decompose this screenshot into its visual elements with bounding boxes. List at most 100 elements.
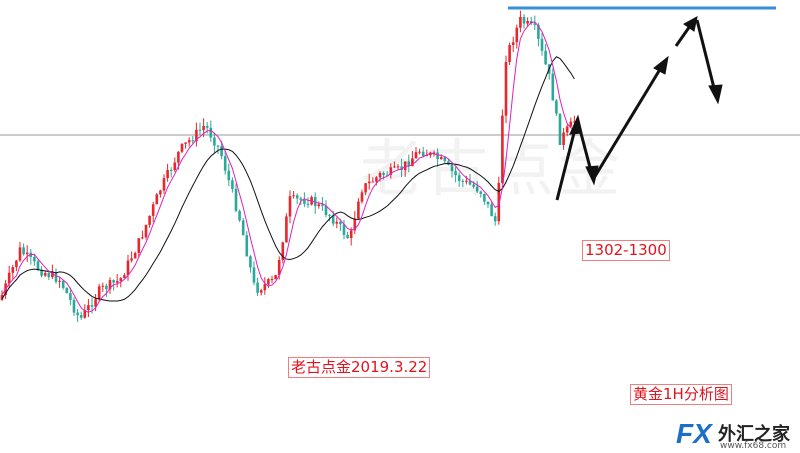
candle-body: [159, 190, 162, 195]
candle-body: [573, 121, 576, 123]
candle-body: [511, 42, 515, 46]
candle-body: [155, 194, 159, 205]
candle-body: [565, 126, 569, 133]
candle-body: [281, 242, 285, 261]
candle-body: [382, 173, 385, 175]
candle-body: [486, 201, 490, 205]
candle-body: [526, 20, 529, 24]
candle-body: [105, 285, 108, 290]
candle-body: [457, 175, 461, 181]
candle-body: [501, 115, 504, 184]
candle-body: [123, 275, 126, 279]
candle-body: [328, 214, 331, 216]
candle-body: [385, 174, 389, 176]
candle-body: [58, 280, 61, 282]
watermark: 老古点金: [360, 132, 625, 205]
candle-body: [490, 204, 493, 217]
candle-body: [555, 100, 558, 114]
candle-body: [472, 184, 475, 187]
candle-body: [349, 230, 353, 239]
moving-average-slow: [1, 56, 575, 302]
forecast-arrows: [555, 16, 723, 201]
candle-body: [436, 152, 439, 160]
candle-body: [166, 169, 169, 179]
author-date: 老古点金2019.3.22: [288, 357, 431, 378]
candle-body: [216, 145, 220, 147]
moving-average-fast: [1, 21, 575, 313]
candle-body: [148, 215, 151, 225]
candle-body: [414, 152, 418, 159]
candle-body: [61, 280, 65, 288]
candle-body: [403, 161, 407, 171]
candle-body: [94, 299, 97, 307]
candle-body: [144, 224, 148, 238]
candle-body: [450, 164, 454, 172]
candle-body: [519, 16, 522, 28]
candle-body: [324, 205, 328, 215]
candle-body: [522, 16, 526, 24]
candle-body: [198, 129, 202, 131]
candle-body: [569, 121, 573, 127]
candle-body: [562, 132, 565, 145]
candle-body: [389, 167, 393, 175]
candle-body: [537, 24, 540, 39]
candle-body: [133, 252, 137, 259]
candle-body: [22, 247, 25, 255]
candle-body: [249, 256, 252, 268]
candle-body: [465, 180, 468, 182]
logo-mark: FX: [676, 418, 712, 449]
logo-name: 外汇之家: [718, 424, 790, 445]
candle-body: [33, 257, 36, 262]
candle-body: [508, 45, 511, 62]
candle-body: [191, 140, 195, 142]
candle-body: [47, 273, 51, 278]
candle-body: [259, 290, 263, 293]
candle-body: [303, 199, 306, 204]
candle-body: [454, 171, 457, 176]
candle-body: [97, 286, 101, 300]
candle-body: [151, 204, 155, 216]
candle-body: [51, 271, 54, 278]
candle-body: [475, 186, 479, 192]
candle-body: [87, 305, 90, 311]
candle-body: [357, 201, 360, 219]
candle-body: [443, 157, 447, 162]
candle-body: [209, 127, 213, 138]
candle-body: [267, 279, 270, 285]
candle-body: [187, 140, 191, 143]
candle-body: [141, 237, 144, 239]
candle-body: [72, 299, 76, 313]
candle-body: [299, 198, 303, 200]
candle-body: [169, 169, 173, 171]
candle-body: [177, 151, 180, 163]
candle-body: [533, 23, 537, 25]
candle-body: [317, 204, 321, 207]
candle-body: [195, 129, 198, 142]
candles: [0, 10, 576, 322]
candle-body: [238, 210, 241, 221]
candle-body: [360, 192, 364, 202]
candle-body: [277, 260, 281, 276]
candle-body: [468, 180, 472, 185]
candle-body: [551, 73, 555, 101]
candle-body: [119, 278, 123, 281]
candle-body: [339, 221, 342, 225]
candle-body: [245, 235, 249, 257]
candle-body: [90, 305, 94, 307]
candle-body: [231, 180, 234, 189]
candle-body: [493, 216, 497, 222]
candle-body: [69, 293, 72, 300]
candle-body: [205, 125, 209, 128]
candle-body: [11, 267, 15, 273]
candle-body: [184, 142, 187, 144]
candle-body: [15, 260, 18, 268]
candle-body: [371, 181, 375, 183]
logo-url: www.fx68.com: [720, 441, 787, 451]
candle-body: [0, 294, 4, 300]
candle-body: [342, 224, 346, 235]
candle-body: [497, 183, 501, 222]
candle-body: [421, 151, 425, 157]
candle-body: [263, 284, 267, 291]
candle-body: [25, 252, 29, 255]
candle-body: [18, 247, 22, 261]
